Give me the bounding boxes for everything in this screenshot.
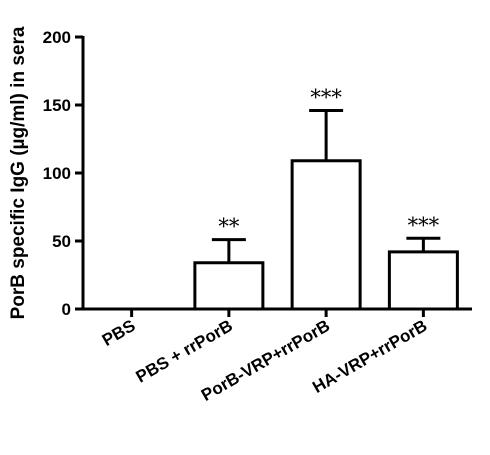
y-axis: 0 50 100 150 200 xyxy=(43,28,85,319)
x-tick-label: PBS xyxy=(99,316,139,350)
bars: ******** xyxy=(193,85,459,311)
y-tick-label: 100 xyxy=(43,164,71,183)
y-tick-label: 50 xyxy=(52,232,71,251)
y-tick-label: 150 xyxy=(43,96,71,115)
y-tick-label: 200 xyxy=(43,28,71,47)
y-ticks: 0 50 100 150 200 xyxy=(43,28,83,319)
significance-label: *** xyxy=(310,85,342,109)
significance-label: *** xyxy=(408,213,440,237)
bar xyxy=(290,159,362,311)
y-axis-label: PorB specific IgG (µg/ml) in sera xyxy=(8,26,29,319)
y-tick-label: 0 xyxy=(62,300,71,319)
bar xyxy=(387,250,459,311)
bar xyxy=(193,261,265,311)
significance-label: ** xyxy=(218,215,240,239)
